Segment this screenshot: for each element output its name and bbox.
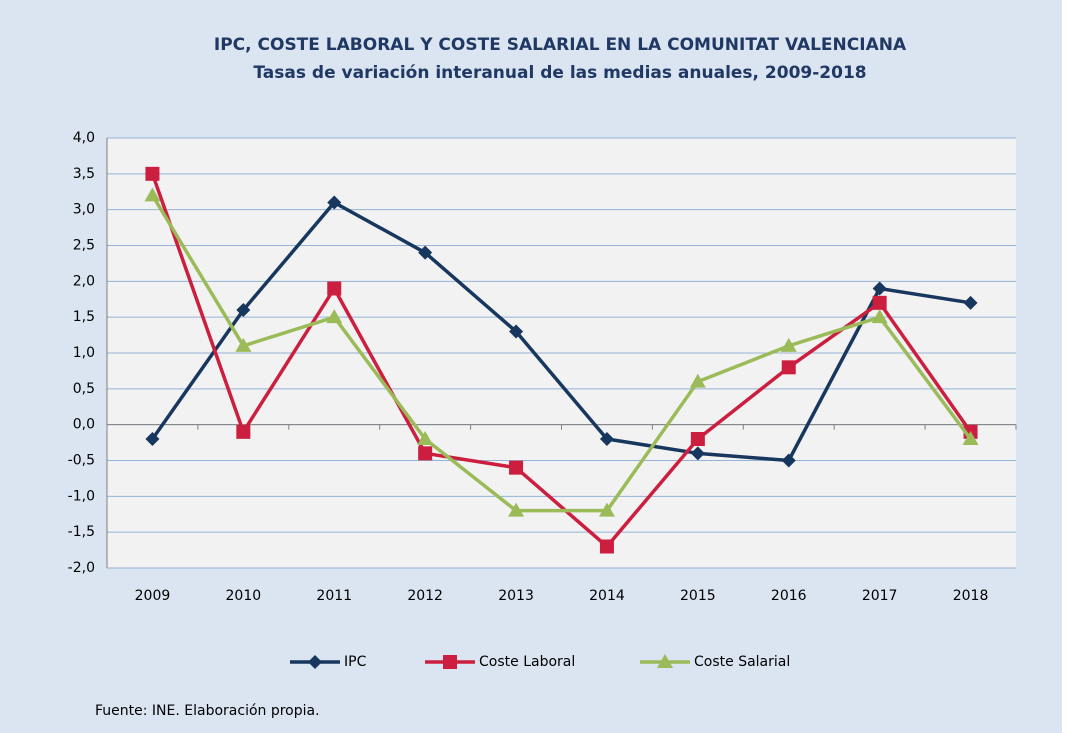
data-point xyxy=(236,303,251,317)
x-tick-label: 2011 xyxy=(316,588,352,604)
data-point xyxy=(145,166,160,181)
data-point xyxy=(417,431,434,445)
x-tick-label: 2016 xyxy=(771,588,807,604)
y-tick-label: -2,0 xyxy=(68,560,95,576)
source-note: Fuente: INE. Elaboración propia. xyxy=(95,703,320,719)
data-point xyxy=(599,432,614,446)
x-tick-label: 2010 xyxy=(226,588,262,604)
y-tick-label: 2,5 xyxy=(73,238,95,254)
data-point xyxy=(326,309,343,324)
data-point xyxy=(418,245,433,260)
y-tick-label: 0,5 xyxy=(73,381,95,397)
y-tick-label: 3,0 xyxy=(73,202,95,218)
y-tick-label: 4,0 xyxy=(73,130,95,146)
data-point xyxy=(599,539,614,554)
series-line xyxy=(150,194,972,513)
legend-label: Coste Salarial xyxy=(694,654,790,670)
data-point xyxy=(418,446,433,461)
legend-marker xyxy=(657,654,673,668)
y-tick-label: 3,5 xyxy=(73,166,95,182)
y-tick-label: -1,5 xyxy=(68,524,95,540)
x-tick-label: 2012 xyxy=(407,588,443,604)
chart-title: IPC, COSTE LABORAL Y COSTE SALARIAL EN L… xyxy=(214,35,907,55)
data-point xyxy=(509,324,524,339)
data-point xyxy=(780,337,797,352)
data-point xyxy=(962,431,979,445)
x-tick-label: 2014 xyxy=(589,588,625,604)
data-point xyxy=(327,281,342,296)
data-point xyxy=(509,460,524,475)
y-tick-label: 2,0 xyxy=(73,273,95,289)
data-point xyxy=(871,309,888,324)
y-tick-label: 0,0 xyxy=(73,417,95,433)
x-tick-label: 2009 xyxy=(135,588,171,604)
data-point xyxy=(872,295,887,310)
chart-subtitle: Tasas de variación interanual de las med… xyxy=(253,63,866,83)
data-point xyxy=(508,502,525,517)
series-line xyxy=(150,173,972,549)
y-tick-label: 1,0 xyxy=(73,345,95,361)
data-point xyxy=(781,360,796,375)
data-point xyxy=(236,424,251,439)
series-line xyxy=(151,200,971,463)
data-point xyxy=(690,432,705,446)
y-tick-label: -0,5 xyxy=(68,453,95,469)
x-tick-label: 2017 xyxy=(862,588,898,604)
data-point xyxy=(235,337,252,352)
legend-label: Coste Laboral xyxy=(479,654,575,670)
data-point xyxy=(781,453,796,468)
data-point xyxy=(963,295,978,310)
legend-label: IPC xyxy=(344,654,367,670)
x-tick-label: 2018 xyxy=(953,588,989,604)
y-tick-label: -1,0 xyxy=(68,488,95,504)
data-point xyxy=(689,373,706,388)
data-point xyxy=(144,187,161,202)
x-tick-label: 2013 xyxy=(498,588,534,604)
data-point xyxy=(690,446,705,461)
data-point xyxy=(145,432,160,446)
legend-marker xyxy=(308,655,322,669)
x-tick-label: 2015 xyxy=(680,588,716,604)
data-point xyxy=(872,281,887,296)
data-point xyxy=(598,502,615,517)
y-tick-label: 1,5 xyxy=(73,309,95,325)
legend-marker xyxy=(443,655,457,669)
data-point xyxy=(327,195,342,210)
